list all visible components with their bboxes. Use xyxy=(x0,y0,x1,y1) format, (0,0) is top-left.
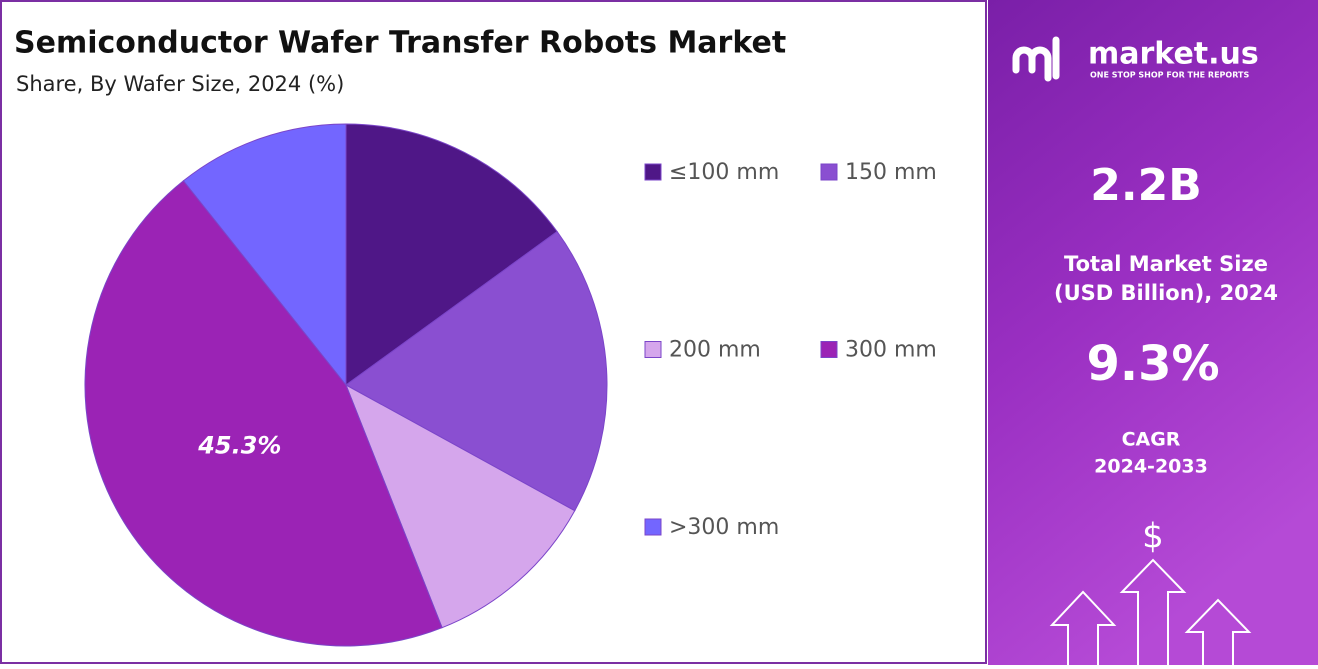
pie-slice xyxy=(84,180,443,647)
brand: market.us xyxy=(1088,37,1259,72)
legend-label: 200 mm xyxy=(669,338,761,363)
legend-label: ≤100 mm xyxy=(669,160,779,185)
pie-slice xyxy=(345,230,608,512)
market-size-label: Total Market Size xyxy=(1064,252,1268,276)
chart-subtitle: Share, By Wafer Size, 2024 (%) xyxy=(16,72,344,96)
legend-swatch xyxy=(644,163,662,181)
cagr-label: 2024-2033 xyxy=(1094,456,1208,478)
pie: 45.3% xyxy=(84,123,608,647)
pie-slice xyxy=(345,383,576,629)
data-label: 45.3% xyxy=(197,431,281,459)
legend-label: >300 mm xyxy=(669,515,779,540)
chart-title: Semiconductor Wafer Transfer Robots Mark… xyxy=(14,26,786,61)
cagr-label: CAGR xyxy=(1122,429,1181,451)
legend: ≤100 mm 150 mm 200 mm 300 mm >300 mm xyxy=(644,160,937,540)
legend-swatch xyxy=(644,341,662,358)
arrows xyxy=(1049,558,1252,665)
pie-slice xyxy=(182,123,347,387)
pie-slice xyxy=(345,123,558,386)
dollar-icon: $ xyxy=(1142,517,1164,557)
tagline: ONE STOP SHOP FOR THE REPORTS xyxy=(1090,71,1249,80)
legend-label: 300 mm xyxy=(845,338,937,363)
logo xyxy=(1012,36,1060,82)
legend-label: 150 mm xyxy=(845,160,937,185)
market-size: 2.2B xyxy=(1090,160,1201,211)
cagr: 9.3% xyxy=(1086,336,1219,392)
side-panel xyxy=(988,0,1318,665)
legend-swatch xyxy=(820,163,838,181)
market-size-label: (USD Billion), 2024 xyxy=(1054,281,1278,305)
legend-swatch xyxy=(820,341,838,358)
legend-swatch xyxy=(644,518,662,536)
